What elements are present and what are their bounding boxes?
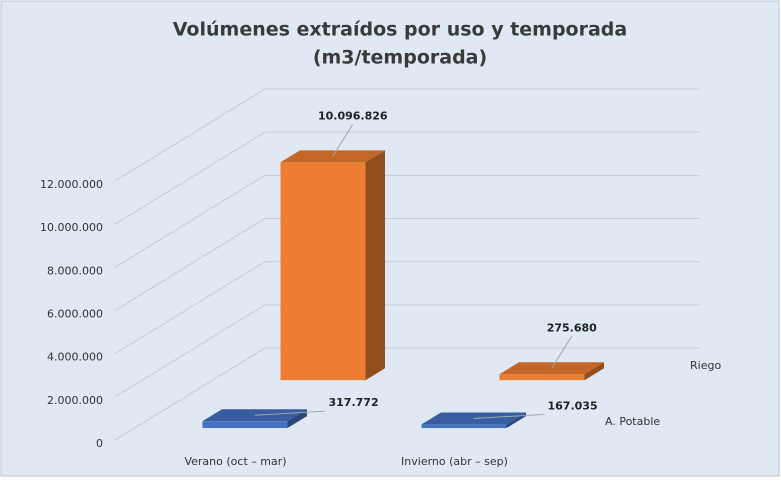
- y-tick-label: 2.000.000: [47, 394, 103, 407]
- leader-line: [332, 124, 354, 157]
- bar-side: [365, 150, 385, 381]
- chart-subtitle: (m3/temporada): [313, 47, 487, 69]
- grid-line: [114, 88, 700, 182]
- y-tick-label: 12.000.000: [40, 178, 103, 191]
- y-tick-label: 8.000.000: [47, 264, 103, 277]
- y-tick-label: 10.000.000: [40, 221, 103, 234]
- chart-title: Volúmenes extraídos por uso y temporada: [173, 19, 627, 41]
- bar-side: [584, 362, 604, 381]
- y-tick-label: 6.000.000: [47, 308, 103, 321]
- y-tick-label: 0: [96, 437, 103, 450]
- value-label: 10.096.826: [318, 109, 388, 122]
- grid-line: [114, 304, 700, 398]
- value-label: 275.680: [547, 321, 597, 334]
- grid-line: [114, 131, 700, 225]
- grid-line: [114, 261, 700, 355]
- x-tick-label: Invierno (abr – sep): [401, 455, 508, 468]
- grid-line: [114, 347, 700, 441]
- value-label: 167.035: [548, 399, 598, 412]
- bar-side: [287, 409, 307, 429]
- bar-front: [499, 374, 585, 381]
- leader-line: [551, 336, 573, 369]
- leader-line: [473, 413, 544, 419]
- legend-label: Riego: [690, 359, 721, 372]
- bar-front: [280, 162, 366, 381]
- value-label: 317.772: [329, 396, 379, 409]
- bar-side: [506, 412, 526, 429]
- leader-line: [254, 410, 325, 416]
- y-tick-label: 4.000.000: [47, 351, 103, 364]
- legend-label: A. Potable: [605, 415, 660, 428]
- x-tick-label: Verano (oct – mar): [184, 455, 286, 468]
- bar-front: [202, 421, 288, 429]
- grid-line: [114, 218, 700, 311]
- bar-front: [421, 424, 507, 429]
- grid-line: [114, 174, 700, 268]
